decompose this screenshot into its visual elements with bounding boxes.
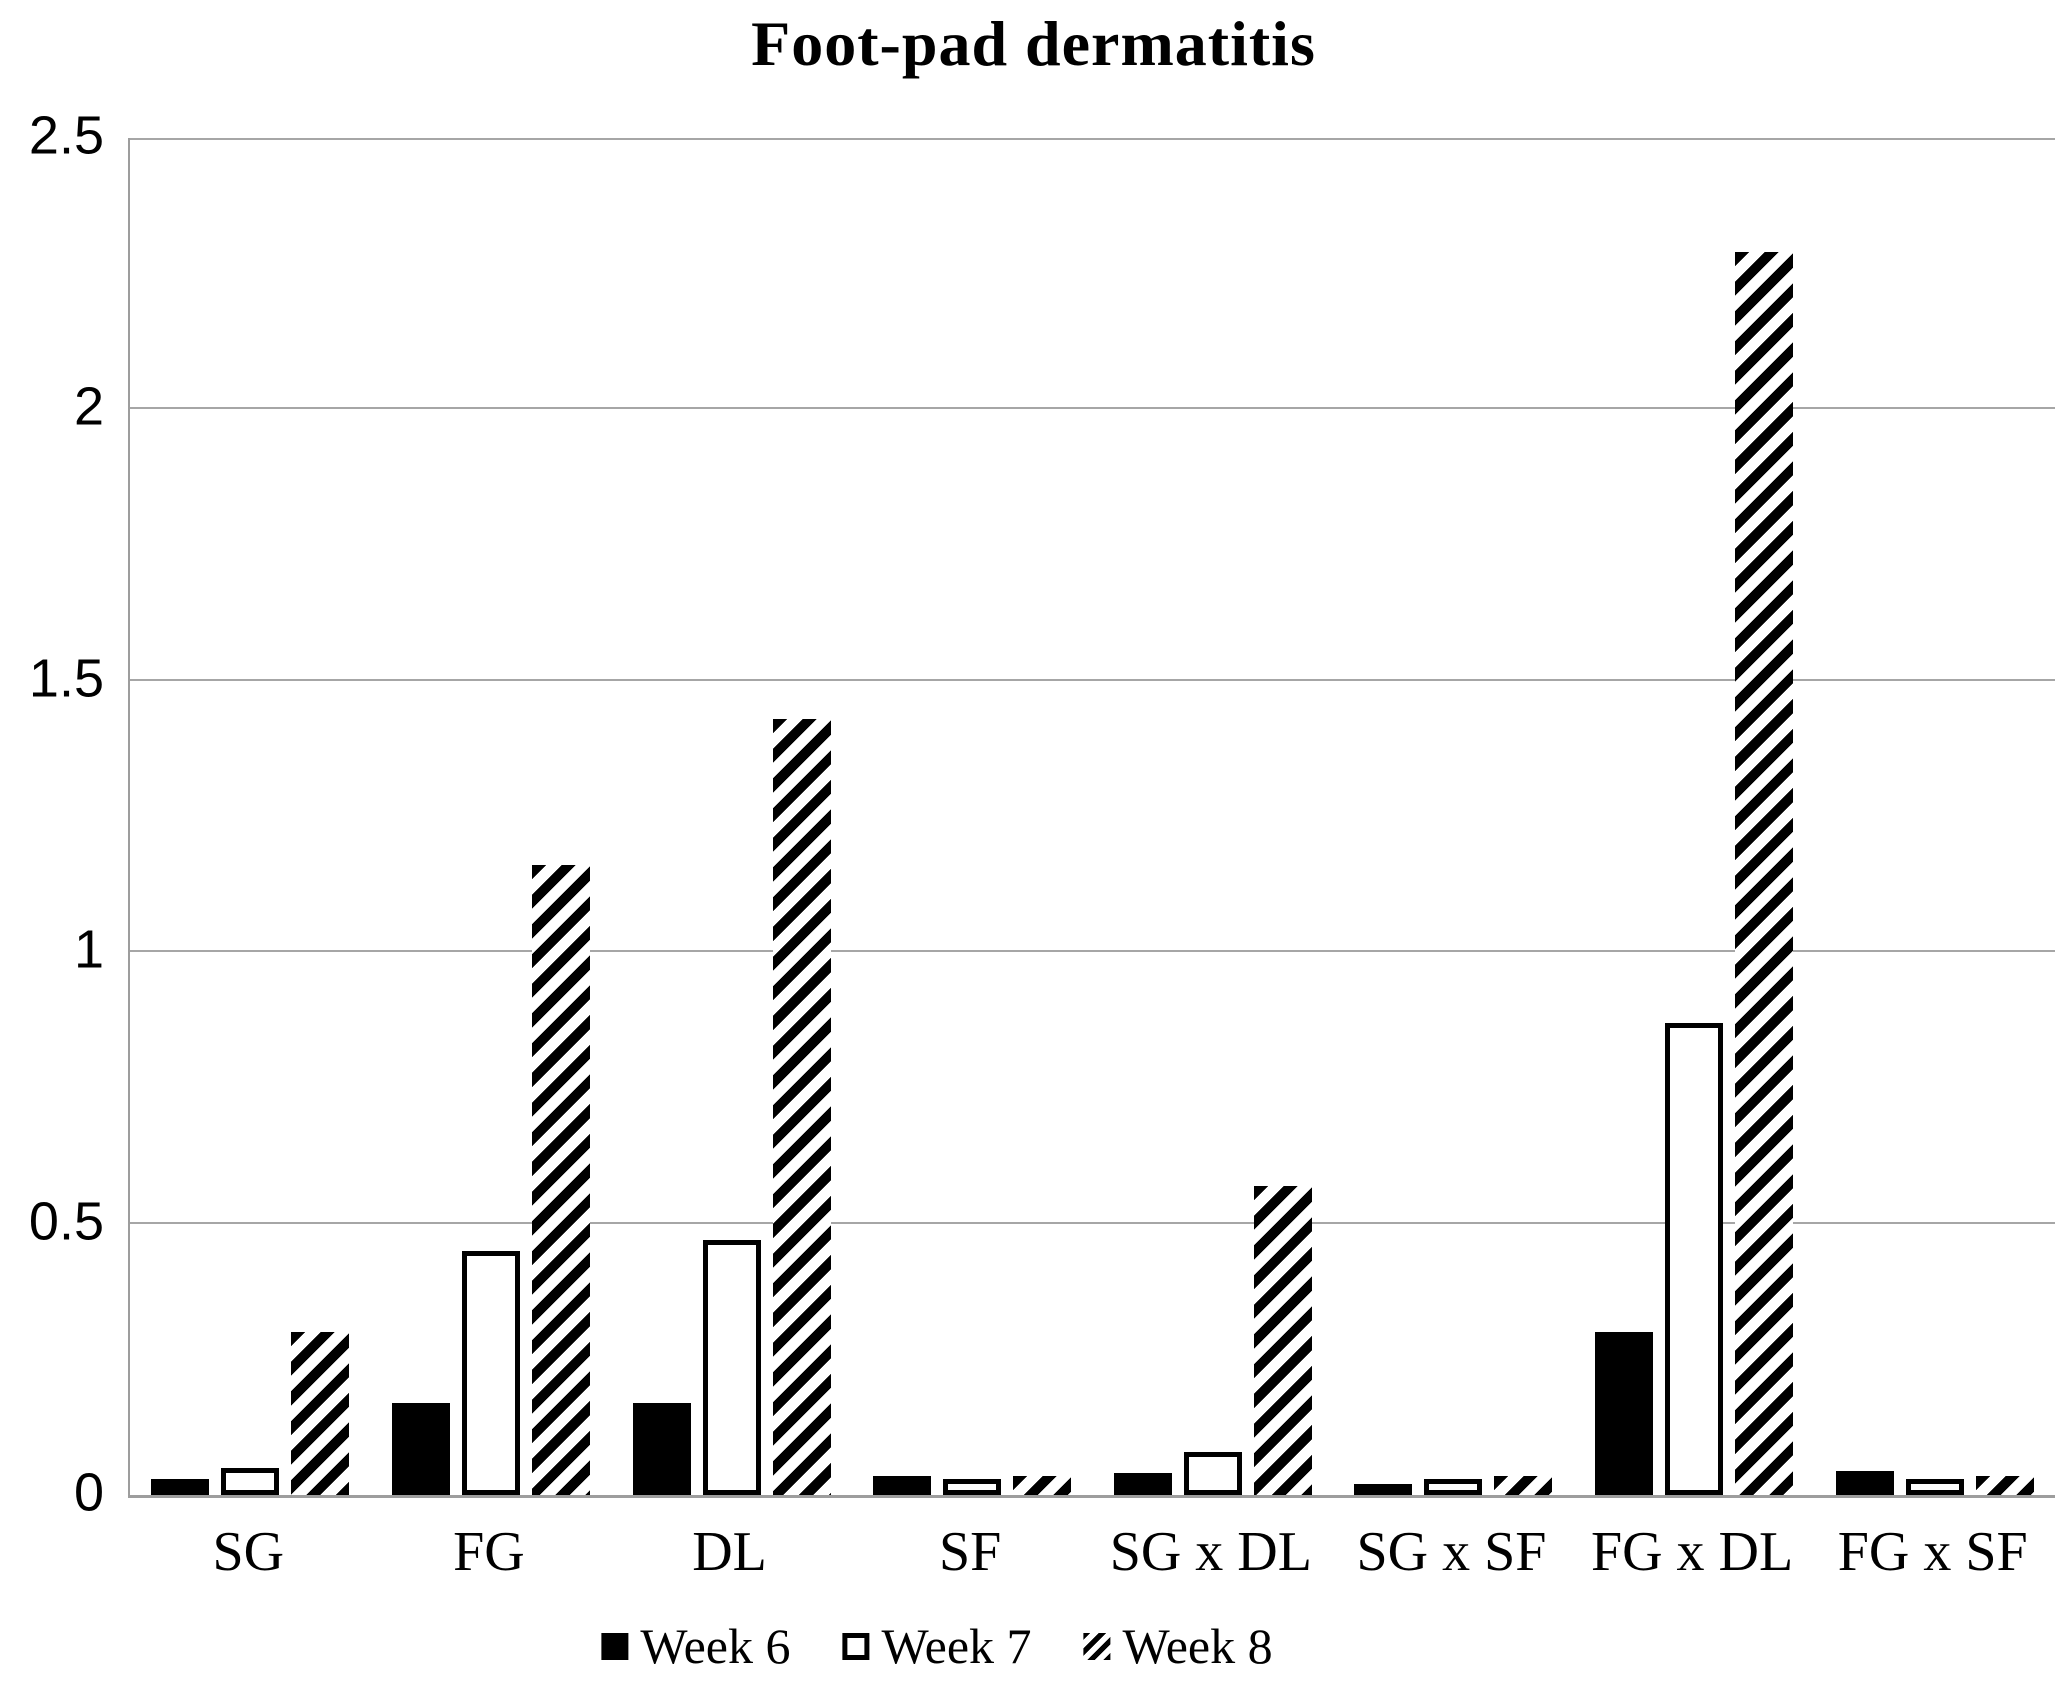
bar-dl-week-7 bbox=[702, 1239, 761, 1495]
bar-sg-x-dl-week-7 bbox=[1183, 1451, 1242, 1495]
bar-sf-week-8 bbox=[1013, 1476, 1072, 1495]
y-tick-label-1-5: 1.5 bbox=[28, 648, 104, 709]
bar-fg-x-sf-week-7 bbox=[1905, 1478, 1964, 1495]
legend-swatch-solid-black-icon bbox=[601, 1632, 629, 1660]
plot-area bbox=[128, 138, 2055, 1498]
bar-sg-week-6 bbox=[151, 1478, 210, 1495]
bar-sg-x-dl-week-6 bbox=[1113, 1473, 1172, 1495]
x-axis-label-sf: SF bbox=[939, 1521, 1002, 1583]
x-axis-label-fg: FG bbox=[453, 1521, 525, 1583]
x-axis-label-sg-x-sf: SG x SF bbox=[1356, 1521, 1547, 1583]
gridline-0-5 bbox=[130, 1221, 2055, 1224]
y-tick-label-1: 1 bbox=[73, 919, 104, 980]
bar-fg-x-dl-week-7 bbox=[1665, 1022, 1724, 1495]
bar-sf-week-7 bbox=[943, 1478, 1002, 1495]
x-axis-label-fg-x-dl: FG x DL bbox=[1590, 1521, 1794, 1583]
y-tick-label-0: 0 bbox=[73, 1462, 104, 1523]
bar-dl-week-6 bbox=[632, 1402, 691, 1495]
x-axis-label-fg-x-sf: FG x SF bbox=[1837, 1521, 2028, 1583]
legend-item-week-7: Week 7 bbox=[842, 1618, 1032, 1674]
bar-sg-x-sf-week-6 bbox=[1354, 1484, 1413, 1495]
bar-fg-x-sf-week-6 bbox=[1835, 1470, 1894, 1495]
bar-sf-week-6 bbox=[873, 1476, 932, 1495]
gridline-1 bbox=[130, 950, 2055, 953]
chart-title: Foot-pad dermatitis bbox=[751, 8, 1316, 79]
y-tick-label-2-5: 2.5 bbox=[28, 105, 104, 166]
bar-fg-week-8 bbox=[531, 865, 590, 1495]
legend-label-week-8: Week 8 bbox=[1122, 1618, 1273, 1674]
gridline-2-5 bbox=[130, 138, 2055, 140]
y-tick-label-0-5: 0.5 bbox=[28, 1191, 104, 1252]
legend-swatch-diagonal-hatch-icon bbox=[1083, 1632, 1111, 1660]
x-axis-label-sg-x-dl: SG x DL bbox=[1109, 1521, 1312, 1583]
bar-dl-week-8 bbox=[772, 718, 831, 1495]
bar-fg-x-dl-week-6 bbox=[1595, 1332, 1654, 1495]
gridline-1-5 bbox=[130, 678, 2055, 681]
legend-item-week-8: Week 8 bbox=[1083, 1618, 1273, 1674]
bar-sg-x-sf-week-7 bbox=[1424, 1478, 1483, 1495]
bar-sg-x-sf-week-8 bbox=[1494, 1476, 1553, 1495]
legend-item-week-6: Week 6 bbox=[601, 1618, 790, 1674]
y-tick-label-2: 2 bbox=[73, 376, 104, 437]
bar-fg-week-6 bbox=[391, 1402, 450, 1495]
x-axis-label-dl: DL bbox=[692, 1521, 767, 1583]
legend: Week 6 Week 7 Week 8 bbox=[601, 1618, 1273, 1674]
gridline-2 bbox=[130, 407, 2055, 410]
bar-sg-week-8 bbox=[291, 1332, 350, 1495]
bar-fg-x-sf-week-8 bbox=[1975, 1476, 2034, 1495]
bar-fg-week-7 bbox=[461, 1250, 520, 1495]
legend-swatch-white-outline-icon bbox=[842, 1632, 870, 1660]
legend-label-week-7: Week 7 bbox=[881, 1618, 1032, 1674]
bar-fg-x-dl-week-8 bbox=[1735, 252, 1794, 1495]
legend-label-week-6: Week 6 bbox=[640, 1618, 791, 1674]
bar-sg-x-dl-week-8 bbox=[1253, 1185, 1312, 1495]
x-axis-label-sg: SG bbox=[212, 1521, 285, 1583]
bar-sg-week-7 bbox=[221, 1467, 280, 1495]
